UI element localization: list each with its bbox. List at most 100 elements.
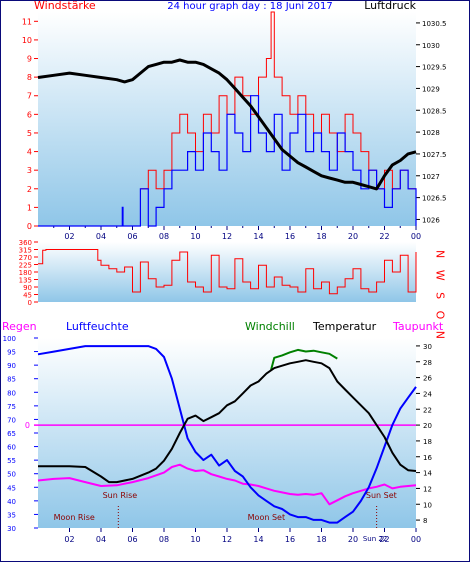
- left-tick-label: 4: [27, 148, 32, 157]
- humidity-tick-label: 70: [7, 416, 16, 424]
- x-tick-label: 10: [190, 232, 200, 241]
- humidity-tick-label: 85: [7, 376, 16, 384]
- right-tick-label: 1029: [422, 85, 440, 93]
- humidity-tick-label: 55: [7, 457, 16, 465]
- right-axis-title: Luftdruck: [364, 0, 416, 12]
- x-tick-label: 20: [348, 535, 358, 544]
- x-tick-label: 08: [159, 535, 169, 544]
- right-tick-label: 1026.5: [422, 195, 447, 203]
- x-tick-label: 04: [96, 232, 106, 241]
- direction-tick-label: 180: [19, 269, 32, 277]
- humidity-series: [37, 345, 417, 524]
- temperature-tick-label: 26: [423, 375, 432, 383]
- left-tick-label: 8: [27, 73, 32, 82]
- right-tick-label: 1030.5: [422, 20, 447, 28]
- rain-label: Regen: [2, 320, 37, 333]
- sun-set-annotation: Sun Set: [366, 491, 397, 500]
- left-tick-label: 0: [27, 222, 32, 231]
- panel-2-area: [38, 242, 416, 302]
- windchill-series: [270, 348, 338, 370]
- moon-rise-annotation: Moon Rise: [54, 513, 95, 522]
- temperature-tick-label: 28: [423, 359, 432, 367]
- x-tick-label: 02: [64, 232, 74, 241]
- x-tick-label: 16: [285, 232, 295, 241]
- humidity-tick-label: 80: [7, 389, 16, 397]
- temperature-tick-label: 24: [423, 390, 432, 398]
- temperature-series: [38, 359, 417, 484]
- left-tick-label: 3: [27, 166, 32, 175]
- dewpoint-series: [37, 463, 417, 506]
- x-tick-label: 22: [379, 535, 389, 544]
- sun-rise-annotation: Sun Rise: [103, 491, 138, 500]
- temperature-tick-label: 12: [423, 485, 432, 493]
- humidity-tick-label: 95: [7, 349, 16, 357]
- left-axis-title: Windstärke: [34, 0, 96, 12]
- direction-tick-label: 360: [19, 239, 32, 247]
- x-tick-label: 00: [411, 535, 421, 544]
- humidity-tick-label: 100: [3, 335, 16, 343]
- humidity-tick-label: 35: [7, 511, 16, 519]
- dewpoint-label: Taupunkt: [392, 320, 444, 333]
- right-tick-label: 1027.5: [422, 151, 447, 159]
- sun-22-annotation: Sun 22: [363, 535, 387, 543]
- temperature-label: Temperatur: [312, 320, 377, 333]
- right-tick-label: 1026: [422, 216, 440, 224]
- left-tick-label: 2: [27, 185, 32, 194]
- x-tick-label: 12: [222, 535, 232, 544]
- humidity-tick-label: 65: [7, 430, 16, 438]
- direction-tick-label: 90: [23, 284, 32, 292]
- humidity-tick-label: 30: [7, 525, 16, 533]
- right-tick-label: 1028.5: [422, 107, 447, 115]
- humidity-tick-label: 45: [7, 484, 16, 492]
- wind-direction-labels: N W S O N: [434, 250, 447, 343]
- direction-tick-label: 135: [19, 277, 32, 285]
- temperature-tick-label: 18: [423, 438, 432, 446]
- x-tick-label: 00: [411, 232, 421, 241]
- x-tick-label: 14: [253, 232, 263, 241]
- x-tick-label: 18: [316, 535, 326, 544]
- left-tick-label: 10: [22, 36, 32, 45]
- x-tick-label: 22: [379, 232, 389, 241]
- wind-speed-series: [38, 95, 417, 227]
- left-tick-label: 11: [22, 17, 32, 26]
- temperature-tick-label: 14: [423, 470, 432, 478]
- temperature-tick-label: 8: [423, 517, 427, 525]
- x-tick-label: 02: [64, 535, 74, 544]
- x-tick-label: 18: [316, 232, 326, 241]
- left-tick-label: 5: [27, 129, 32, 138]
- x-tick-label: 12: [222, 232, 232, 241]
- direction-tick-label: 270: [19, 254, 32, 262]
- chart-title: 24 hour graph day : 18 Juni 2017: [167, 1, 333, 12]
- humidity-tick-label: 90: [7, 362, 16, 370]
- pressure-series: [37, 58, 417, 191]
- panel-3-area: [38, 338, 416, 528]
- right-tick-label: 1030: [422, 42, 440, 50]
- direction-tick-label: 315: [19, 247, 32, 255]
- left-tick-label: 7: [27, 92, 32, 101]
- right-tick-label: 1027: [422, 173, 440, 181]
- left-tick-label: 1: [27, 203, 32, 212]
- x-tick-label: 14: [253, 535, 263, 544]
- x-tick-label: 08: [159, 232, 169, 241]
- humidity-tick-label: 50: [7, 471, 16, 479]
- windchill-label: Windchill: [245, 320, 295, 333]
- moon-set-annotation: Moon Set: [248, 513, 285, 522]
- right-tick-label: 1029.5: [422, 64, 447, 72]
- direction-tick-label: 45: [23, 292, 32, 300]
- left-tick-label: 6: [27, 110, 32, 119]
- left-tick-label: 9: [27, 55, 32, 64]
- humidity-tick-label: 60: [7, 444, 16, 452]
- temperature-tick-label: 30: [423, 343, 432, 351]
- humidity-tick-label: 75: [7, 403, 16, 411]
- humidity-label: Luftfeuchte: [66, 320, 129, 333]
- temperature-tick-label: 22: [423, 406, 432, 414]
- direction-tick-label: 225: [19, 262, 32, 270]
- rain-zero-label: 0: [25, 421, 30, 430]
- x-tick-label: 20: [348, 232, 358, 241]
- x-tick-label: 04: [96, 535, 106, 544]
- right-tick-label: 1028: [422, 129, 440, 137]
- x-tick-label: 16: [285, 535, 295, 544]
- wind-direction-series: [38, 249, 417, 295]
- temperature-tick-label: 16: [423, 454, 432, 462]
